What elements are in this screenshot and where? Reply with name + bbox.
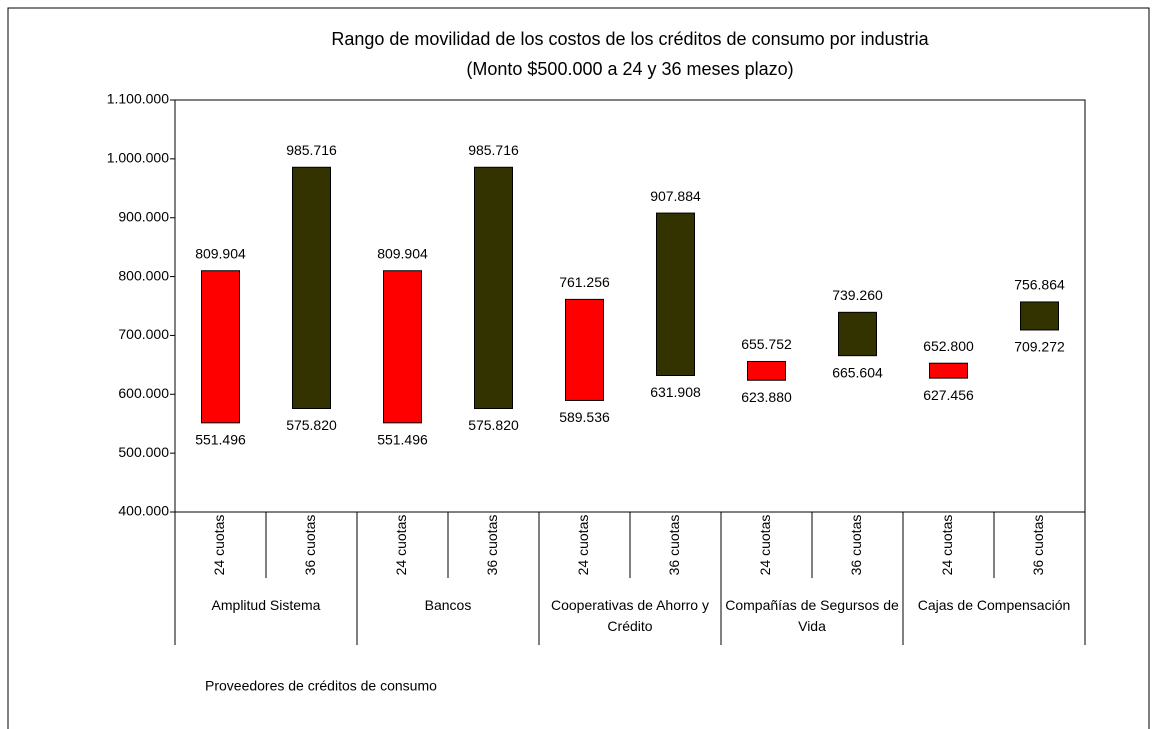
x-tick-label: 36 cuotas — [484, 515, 500, 576]
value-label: 739.260 — [832, 287, 883, 303]
bar — [1020, 301, 1059, 331]
y-tick-label: 1.000.000 — [107, 150, 169, 166]
bar — [474, 166, 513, 410]
bar — [292, 166, 331, 410]
y-tick-label: 800.000 — [118, 267, 169, 283]
value-label: 985.716 — [286, 142, 337, 158]
y-tick-label: 500.000 — [118, 444, 169, 460]
value-label: 551.496 — [377, 432, 428, 448]
value-label: 985.716 — [468, 142, 519, 158]
value-label: 655.752 — [741, 336, 792, 352]
bar — [201, 270, 240, 424]
x-tick-label: 36 cuotas — [848, 515, 864, 576]
x-tick-label: 24 cuotas — [757, 515, 773, 576]
x-axis-title: Proveedores de créditos de consumo — [205, 678, 437, 694]
value-label: 809.904 — [195, 245, 246, 261]
value-label: 652.800 — [923, 338, 974, 354]
x-tick-label: 36 cuotas — [302, 515, 318, 576]
y-tick-label: 600.000 — [118, 385, 169, 401]
group-label: Amplitud Sistema — [211, 597, 321, 613]
bar — [838, 311, 877, 357]
x-tick-label: 24 cuotas — [393, 515, 409, 576]
value-label: 575.820 — [468, 417, 519, 433]
chart-title: Rango de movilidad de los costos de los … — [331, 29, 929, 49]
bar — [747, 360, 786, 381]
value-label: 575.820 — [286, 417, 337, 433]
group-label: Cajas de Compensación — [917, 597, 1071, 613]
value-label: 631.908 — [650, 384, 701, 400]
group-label: Compañías de Segursos de Vida — [725, 597, 899, 634]
value-label: 756.864 — [1014, 277, 1065, 293]
value-label: 627.456 — [923, 387, 974, 403]
x-tick-label: 24 cuotas — [575, 515, 591, 576]
x-tick-label: 24 cuotas — [211, 515, 227, 576]
x-tick-label: 24 cuotas — [939, 515, 955, 576]
bar — [929, 362, 968, 379]
value-label: 709.272 — [1014, 339, 1065, 355]
value-label: 623.880 — [741, 389, 792, 405]
value-label: 907.884 — [650, 188, 701, 204]
x-tick-label: 36 cuotas — [1030, 515, 1046, 576]
y-tick-label: 900.000 — [118, 208, 169, 224]
bar — [656, 212, 695, 377]
chart-frame — [7, 7, 1150, 729]
value-label: 589.536 — [559, 409, 610, 425]
value-label: 761.256 — [559, 274, 610, 290]
y-tick-label: 400.000 — [118, 503, 169, 519]
value-label: 665.604 — [832, 364, 883, 380]
bar — [565, 298, 604, 401]
x-tick-label: 36 cuotas — [666, 515, 682, 576]
chart-subtitle: (Monto $500.000 a 24 y 36 meses plazo) — [466, 59, 793, 79]
value-label: 809.904 — [377, 245, 428, 261]
y-tick-label: 1.100.000 — [107, 91, 169, 107]
group-label: Cooperativas de Ahorro y Crédito — [551, 597, 709, 634]
group-label: Bancos — [424, 597, 472, 613]
bar — [383, 270, 422, 424]
value-label: 551.496 — [195, 432, 246, 448]
y-tick-label: 700.000 — [118, 326, 169, 342]
